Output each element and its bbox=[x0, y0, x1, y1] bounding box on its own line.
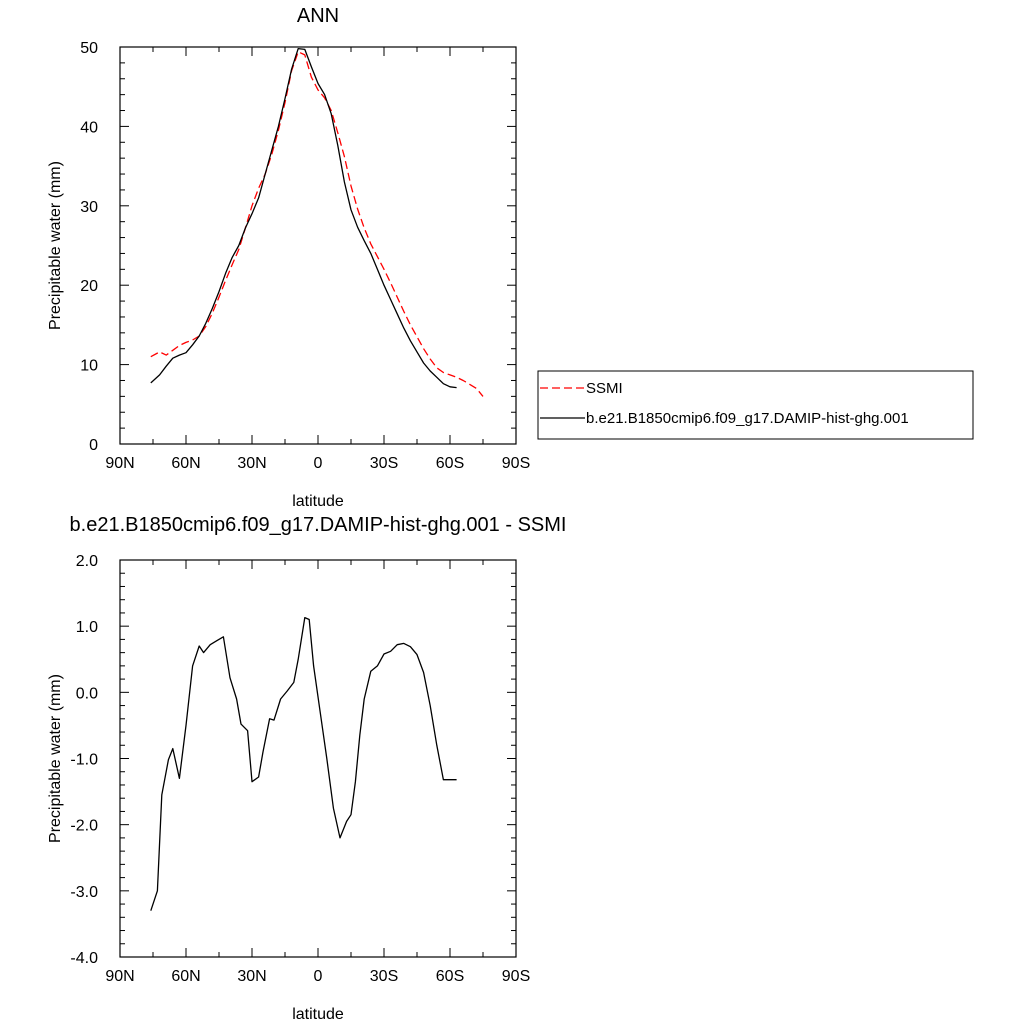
series-line-0 bbox=[150, 51, 484, 397]
y-tick-label: 2.0 bbox=[76, 553, 98, 570]
y-tick-label: 10 bbox=[80, 358, 98, 375]
y-tick-label: 0 bbox=[89, 437, 98, 454]
y-axis-label: Precipitable water (mm) bbox=[47, 161, 64, 330]
x-tick-label: 0 bbox=[314, 455, 323, 472]
y-tick-label: 40 bbox=[80, 119, 98, 136]
x-tick-label: 90S bbox=[502, 968, 530, 985]
chart-difference: b.e21.B1850cmip6.f09_g17.DAMIP-hist-ghg.… bbox=[47, 514, 566, 1023]
legend: SSMI b.e21.B1850cmip6.f09_g17.DAMIP-hist-… bbox=[537, 370, 974, 440]
x-tick-label: 30S bbox=[370, 455, 398, 472]
x-tick-label: 30N bbox=[237, 455, 266, 472]
x-tick-label: 90N bbox=[105, 968, 134, 985]
x-tick-label: 60N bbox=[171, 455, 200, 472]
legend-label-1: b.e21.B1850cmip6.f09_g17.DAMIP-hist-ghg.… bbox=[586, 410, 909, 427]
y-tick-label: 50 bbox=[80, 40, 98, 57]
y-tick-label: 0.0 bbox=[76, 685, 98, 702]
x-axis-label: latitude bbox=[292, 493, 344, 510]
series-line-1 bbox=[150, 47, 457, 389]
y-tick-label: -3.0 bbox=[70, 884, 98, 901]
x-tick-label: 90N bbox=[105, 455, 134, 472]
y-tick-label: -2.0 bbox=[70, 818, 98, 835]
x-tick-label: 90S bbox=[502, 455, 530, 472]
chart-title: b.e21.B1850cmip6.f09_g17.DAMIP-hist-ghg.… bbox=[70, 514, 567, 536]
plot-frame bbox=[119, 559, 517, 958]
x-tick-label: 30S bbox=[370, 968, 398, 985]
plot-frame bbox=[119, 46, 517, 445]
x-tick-label: 0 bbox=[314, 968, 323, 985]
x-tick-label: 30N bbox=[237, 968, 266, 985]
y-tick-label: 30 bbox=[80, 199, 98, 216]
y-tick-label: 1.0 bbox=[76, 619, 98, 636]
y-tick-label: 20 bbox=[80, 278, 98, 295]
chart-annual-mean: ANN 90N 60N 30N 0 30S 60S 90S 0 10 20 30 40 50 latitud… bbox=[47, 5, 974, 510]
legend-box bbox=[537, 370, 974, 440]
y-axis-label: Precipitable water (mm) bbox=[47, 674, 64, 843]
series-line-0 bbox=[150, 616, 457, 911]
x-tick-label: 60S bbox=[436, 968, 464, 985]
x-axis-label: latitude bbox=[292, 1006, 344, 1023]
chart-title: ANN bbox=[297, 5, 339, 27]
y-tick-label: -4.0 bbox=[70, 950, 98, 967]
y-tick-label: -1.0 bbox=[70, 752, 98, 769]
x-tick-label: 60N bbox=[171, 968, 200, 985]
legend-label-0: SSMI bbox=[586, 380, 623, 397]
x-tick-label: 60S bbox=[436, 455, 464, 472]
